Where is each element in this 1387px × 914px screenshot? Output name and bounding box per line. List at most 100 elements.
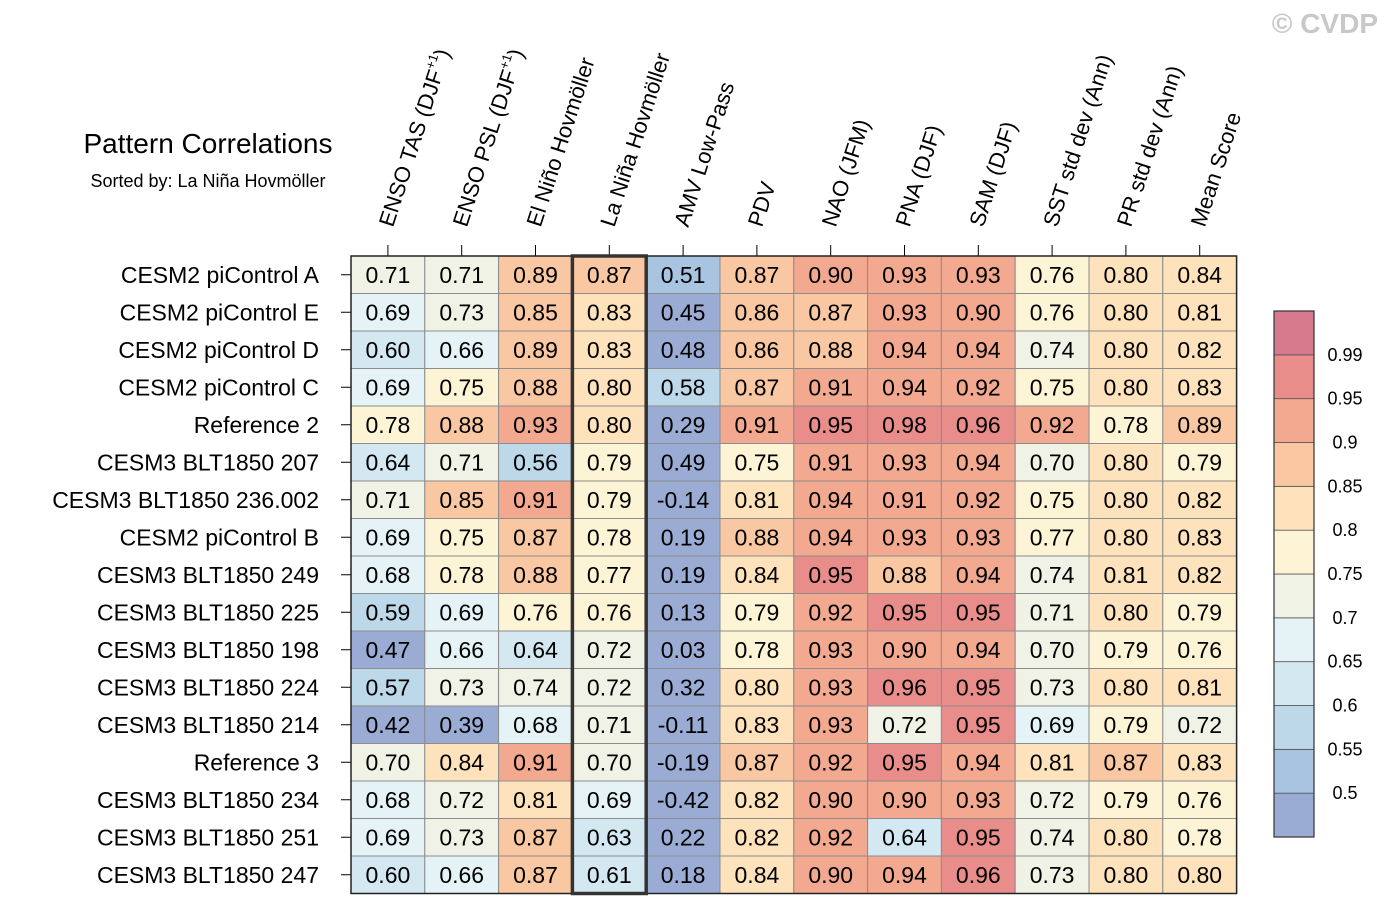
cell-value-label: 0.18 (661, 862, 706, 888)
heatmap-cell (498, 518, 573, 557)
column-label: NAO (JFM) (817, 116, 875, 229)
heatmap-cell (424, 743, 500, 782)
heatmap-cells: 0.71 0.71 0.89 0.87 0.51 0.87 0.90 0.93 0.93 0.76… (350, 254, 1238, 896)
cell-value-label: 0.22 (661, 824, 706, 850)
cell-value-label: 0.39 (439, 712, 484, 738)
cell-value-label: 0.91 (808, 374, 853, 400)
colorbar-segment (1273, 354, 1315, 400)
cell-value-label: 0.64 (513, 637, 558, 663)
heatmap-cell (1088, 255, 1164, 294)
colorbar-segment (1273, 705, 1315, 750)
column-label-superscript: +1 (496, 52, 515, 71)
heatmap-cell (867, 368, 942, 407)
cell-value-label: 0.13 (661, 599, 706, 625)
heatmap-cell (940, 743, 1016, 782)
cell-value-label: 0.86 (735, 337, 780, 363)
column-label: ENSO PSL (DJF+1) (446, 45, 529, 229)
heatmap-cell (1162, 855, 1238, 894)
colorbar-segment (1273, 792, 1315, 838)
cell-value-label: 0.83 (587, 299, 632, 325)
colorbar-segment (1273, 485, 1315, 531)
colorbar-label: 0.6 (1332, 696, 1357, 716)
cell-value-label: 0.94 (956, 637, 1001, 663)
heatmap-cell (940, 293, 1016, 332)
row-labels: CESM2 piControl A CESM2 piControl E CESM2 … (52, 262, 351, 888)
heatmap-cell (350, 443, 426, 482)
cell-value-label: 0.90 (882, 787, 927, 813)
cell-value-label: 0.42 (366, 712, 411, 738)
cell-value-label: 0.80 (1104, 449, 1149, 475)
heatmap-cell (1088, 743, 1164, 782)
heatmap-cell (719, 255, 795, 294)
heatmap-cell (645, 630, 721, 669)
cell-value-label: 0.96 (956, 862, 1001, 888)
cell-value-label: 0.69 (366, 824, 411, 850)
cell-value-label: 0.76 (587, 599, 632, 625)
colorbar-segment (1273, 442, 1315, 487)
colorbar-segment (1273, 573, 1315, 619)
cell-value-label: 0.74 (513, 674, 558, 700)
colorbar-label: 0.8 (1332, 520, 1357, 540)
cell-value-label: 0.88 (513, 374, 558, 400)
column-label-superscript: +1 (422, 52, 441, 71)
heatmap-cell (571, 555, 647, 594)
heatmap-cell (793, 780, 869, 819)
cell-value-label: 0.73 (439, 674, 484, 700)
copyright-watermark: © CVDP (1272, 8, 1378, 39)
heatmap-cell (867, 668, 942, 707)
cell-value-label: 0.71 (439, 449, 484, 475)
heatmap-cell (867, 518, 942, 557)
cell-value-label: 0.51 (661, 262, 706, 288)
heatmap-cell (498, 855, 573, 894)
cell-value-label: 0.83 (1177, 524, 1222, 550)
cell-value-label: 0.80 (1104, 487, 1149, 513)
heatmap-cell (1014, 630, 1090, 669)
chart-subtitle: Sorted by: La Niña Hovmöller (90, 171, 325, 191)
heatmap-cell (719, 630, 795, 669)
cell-value-label: 0.49 (661, 449, 706, 475)
cell-value-label: 0.80 (1104, 299, 1149, 325)
cell-value-label: 0.80 (587, 412, 632, 438)
cell-value-label: 0.95 (882, 599, 927, 625)
heatmap-cell (793, 705, 869, 744)
heatmap-cell (645, 780, 721, 819)
heatmap-cell (1162, 593, 1238, 632)
heatmap-cell (571, 293, 647, 332)
cell-value-label: 0.87 (513, 862, 558, 888)
cell-value-label: 0.91 (735, 412, 780, 438)
cell-value-label: 0.85 (513, 299, 558, 325)
row-label: CESM2 piControl C (118, 374, 319, 400)
heatmap-cell (498, 668, 573, 707)
heatmap-cell (645, 518, 721, 557)
column-label-text: AMV Low-Pass (669, 79, 739, 230)
heatmap-cell (940, 443, 1016, 482)
column-label-text: PDV (743, 178, 781, 229)
colorbar-segment (1273, 661, 1315, 706)
cell-value-label: 0.92 (808, 824, 853, 850)
heatmap-cell (424, 255, 500, 294)
cell-value-label: 0.90 (956, 299, 1001, 325)
colorbar-label: 0.85 (1327, 476, 1362, 496)
cell-value-label: 0.93 (808, 674, 853, 700)
cell-value-label: 0.78 (439, 562, 484, 588)
heatmap-cell (571, 705, 647, 744)
heatmap-cell (867, 593, 942, 632)
cell-value-label: 0.89 (513, 262, 558, 288)
cell-value-label: 0.83 (587, 337, 632, 363)
cell-value-label: 0.95 (882, 749, 927, 775)
heatmap-cell (1088, 780, 1164, 819)
column-label: PDV (743, 178, 781, 229)
heatmap-cell (498, 443, 573, 482)
cell-value-label: 0.94 (956, 449, 1001, 475)
cell-value-label: 0.81 (1177, 299, 1222, 325)
cell-value-label: 0.66 (439, 637, 484, 663)
heatmap-cell (424, 780, 500, 819)
heatmap-cell (1088, 518, 1164, 557)
heatmap-cell (1014, 668, 1090, 707)
column-label: Mean Score (1186, 109, 1246, 230)
heatmap-cell (867, 555, 942, 594)
heatmap-cell (719, 330, 795, 369)
column-label: ENSO TAS (DJF+1) (372, 45, 455, 229)
cell-value-label: 0.78 (1177, 824, 1222, 850)
